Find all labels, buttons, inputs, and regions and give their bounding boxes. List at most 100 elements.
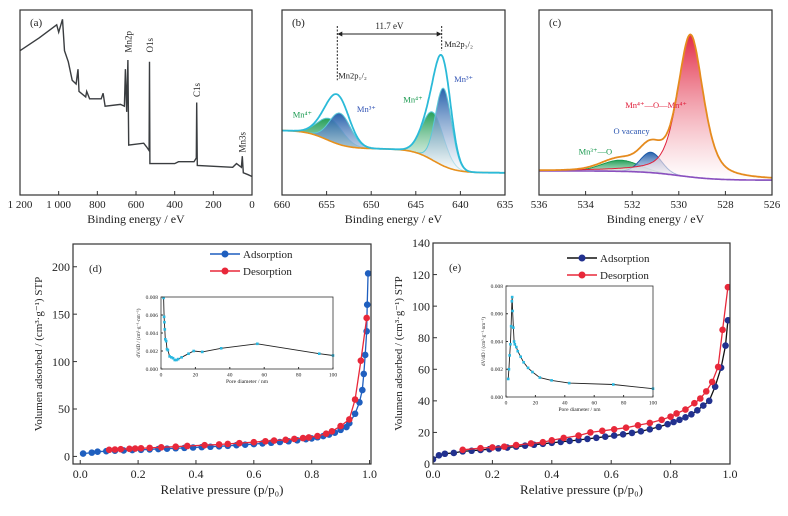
inset-point <box>519 355 522 359</box>
data-point <box>433 455 437 463</box>
x-tick-label: 0 <box>505 401 508 407</box>
inset-point <box>163 320 166 324</box>
data-point <box>682 406 689 413</box>
x-tick-label: 640 <box>452 199 469 211</box>
panel-label: (d) <box>89 263 102 275</box>
data-point <box>691 399 698 407</box>
data-point <box>527 440 535 447</box>
data-point <box>262 437 269 445</box>
inset-point <box>256 342 259 346</box>
data-point <box>282 436 289 444</box>
y-tick-label: 20 <box>418 426 430 440</box>
data-point <box>105 446 113 454</box>
inset-y-axis-label: dV/dD / (cm³·g⁻¹·nm⁻¹) <box>136 308 142 357</box>
inset-point <box>164 338 167 341</box>
panel-label: (b) <box>292 17 305 29</box>
chart-panel-d: Adsorption Desorption Volumen adsorbed / (… <box>33 243 377 497</box>
data-point <box>610 425 618 433</box>
x-tick-label: 0.4 <box>188 467 203 481</box>
inset-point <box>506 377 510 381</box>
plot-area <box>20 19 252 178</box>
legend-marker <box>578 271 586 279</box>
data-point <box>628 429 636 437</box>
data-point <box>201 441 208 449</box>
inset-point <box>511 309 514 313</box>
peak-annotation: Mn³⁺ <box>357 104 376 114</box>
data-point <box>291 435 298 443</box>
data-point <box>450 449 458 457</box>
component-fill <box>282 118 505 173</box>
data-point <box>539 438 547 446</box>
data-point <box>646 419 654 427</box>
data-point <box>676 416 683 424</box>
x-tick-label: 400 <box>166 199 183 211</box>
inset-point <box>162 296 165 300</box>
data-point <box>172 443 180 450</box>
data-point <box>360 370 368 378</box>
y-tick-label: 0.008 <box>491 284 504 290</box>
data-point <box>658 416 665 424</box>
inset-point <box>168 355 171 358</box>
x-tick-label: 655 <box>318 199 335 211</box>
peak-annotation: Mn3s <box>238 131 248 152</box>
inset-point <box>187 352 190 355</box>
plot-area <box>539 33 772 181</box>
data-point <box>270 437 278 444</box>
plot-frame <box>538 9 773 196</box>
peak-annotation: Mn⁴⁺ <box>293 109 312 119</box>
data-point <box>724 283 730 291</box>
x-tick-label: 100 <box>329 373 338 379</box>
x-tick-label: 0.2 <box>131 467 146 481</box>
inset-point <box>538 376 542 379</box>
data-point <box>459 446 467 454</box>
chart-panel-a: 1 200 1 000 800 600 400 200 0 Binding energy / … <box>8 9 255 226</box>
data-point <box>224 440 232 448</box>
peak-annotation: Mn³⁺—O <box>579 146 612 156</box>
plot-frame <box>281 9 506 196</box>
data-point <box>299 434 307 442</box>
inset-point <box>200 350 204 354</box>
panel-label: (c) <box>549 17 562 29</box>
x-tick-label: 0.6 <box>604 467 619 481</box>
data-point <box>634 422 642 429</box>
legend-label: Adsorption <box>243 249 293 261</box>
y-tick-label: 0.006 <box>146 313 159 319</box>
y-tick-label: 120 <box>412 268 430 282</box>
series-desorption <box>105 314 370 454</box>
data-point <box>79 450 87 457</box>
inset-chart: 0 20 40 60 80 100 0.000 0.002 0.004 0.006 0.008 Por… <box>481 284 657 413</box>
panel-label: (e) <box>449 262 462 274</box>
data-point <box>682 413 689 421</box>
x-axis-label: Binding energy / eV <box>87 212 185 226</box>
data-point <box>664 420 671 428</box>
x-axis-label: Pore diameter / nm <box>226 379 269 385</box>
y-tick-label: 0 <box>64 450 70 464</box>
inset-point <box>175 358 178 362</box>
inset-point <box>531 370 534 374</box>
x-axis-label: Binding energy / eV <box>345 212 443 226</box>
x-tick-label: 1.0 <box>362 467 377 481</box>
data-point <box>724 317 730 324</box>
inset-chart: 0 20 40 60 80 100 0.000 0.002 0.004 0.006 0.008 Por… <box>136 295 337 385</box>
inset-point <box>522 361 525 364</box>
x-tick-label: 0.6 <box>246 467 261 481</box>
plot-frame <box>432 242 731 465</box>
y-tick-label: 0.002 <box>146 349 159 355</box>
x-tick-label: 635 <box>497 199 514 211</box>
x-tick-label: 0.0 <box>73 467 88 481</box>
plot-area <box>282 54 505 174</box>
inset-point <box>612 383 615 386</box>
inset-point <box>171 356 175 360</box>
data-point <box>575 432 582 439</box>
y-tick-label: 150 <box>52 307 70 321</box>
component-fill <box>282 113 505 173</box>
inset-point <box>176 357 180 361</box>
plot-frame <box>19 9 253 196</box>
data-point <box>111 446 119 453</box>
y-tick-label: 100 <box>52 355 70 369</box>
inset-point <box>164 339 168 343</box>
inset-line <box>507 297 654 390</box>
inset-point <box>180 356 183 359</box>
data-point <box>601 433 609 440</box>
